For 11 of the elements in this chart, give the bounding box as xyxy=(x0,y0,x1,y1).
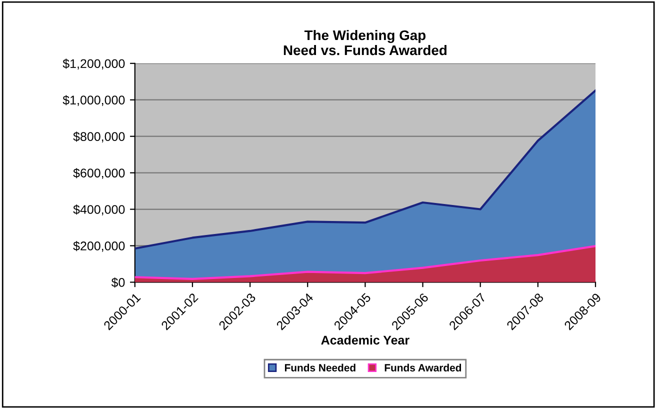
y-tick-label: $400,000 xyxy=(73,204,125,216)
y-tick-label: $600,000 xyxy=(73,168,125,179)
legend-label: Funds Awarded xyxy=(384,364,462,372)
legend-label: Funds Needed xyxy=(284,364,356,372)
y-tick-label: $1,000,000 xyxy=(62,95,125,106)
y-tick-label: $200,000 xyxy=(73,241,125,252)
chart-title: The Widening Gap Need vs. Funds Awarded xyxy=(284,30,446,56)
y-tick-label: $800,000 xyxy=(73,132,125,142)
x-axis-title: Academic Year xyxy=(321,335,410,345)
y-tick-label: $0 xyxy=(111,277,125,288)
y-tick-label: $1,200,000 xyxy=(62,58,125,70)
